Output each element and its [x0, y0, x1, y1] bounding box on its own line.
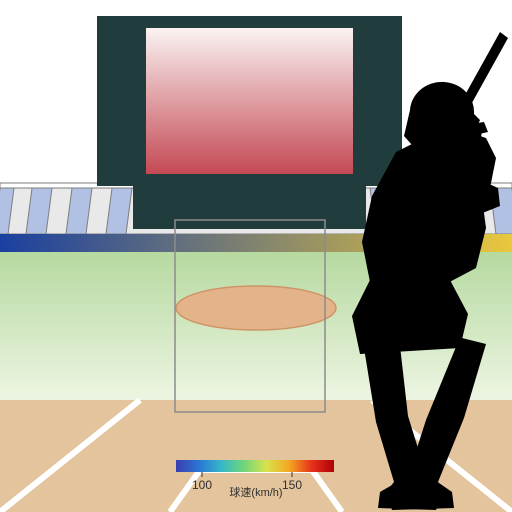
legend-axis-label: 球速(km/h) — [229, 485, 282, 499]
legend-tick-label: 150 — [282, 478, 302, 492]
pitching-diagram: 100 150球速(km/h) — [0, 0, 512, 512]
pitchers-mound — [176, 286, 336, 330]
batter-hips — [352, 280, 468, 354]
scoreboard-screen — [146, 28, 353, 174]
legend-tick-label: 100 — [192, 478, 212, 492]
scene-svg: 100 150球速(km/h) — [0, 0, 512, 512]
speed-legend-bar — [176, 460, 334, 472]
